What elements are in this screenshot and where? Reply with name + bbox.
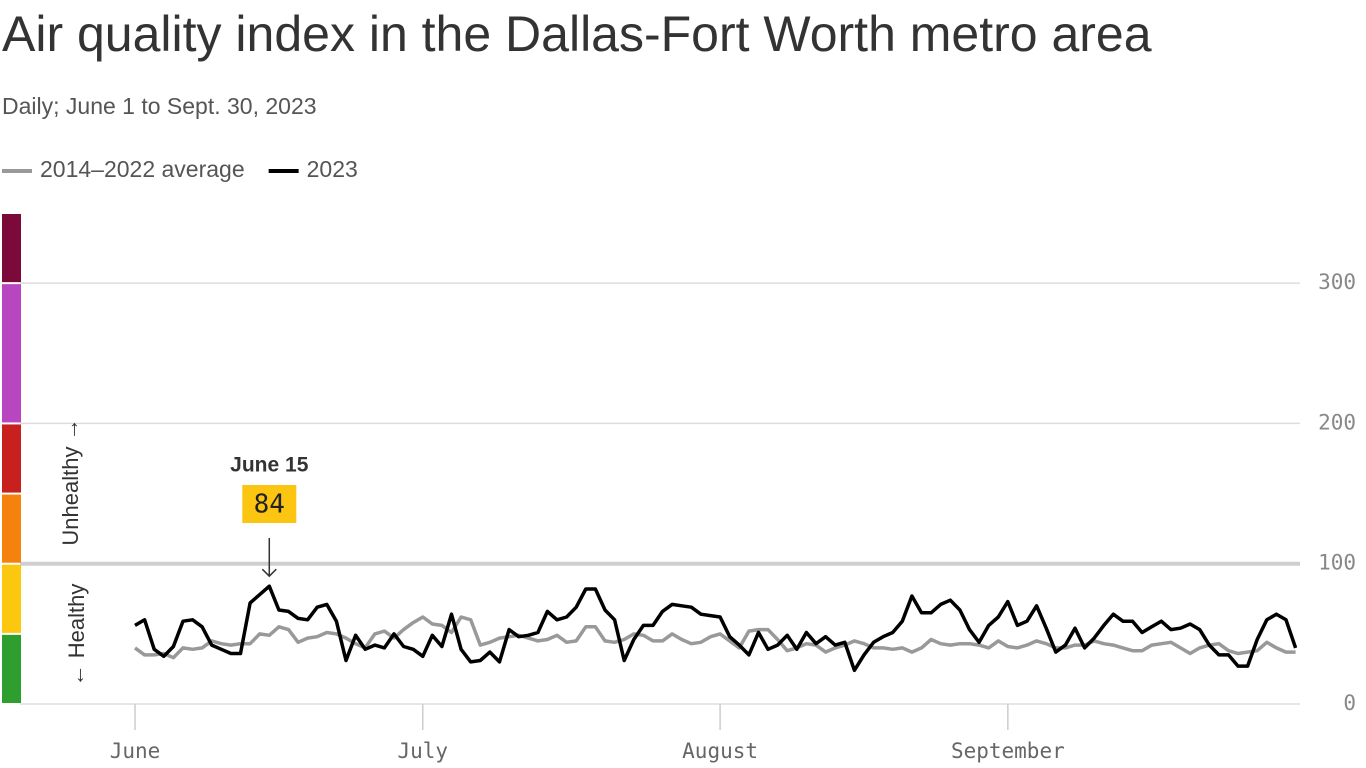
y-tick-label: 300: [1318, 270, 1356, 294]
series-line: [133, 615, 1296, 660]
aqi-band: [2, 214, 21, 283]
annotation-date: June 15: [230, 454, 309, 477]
aqi-band: [2, 634, 21, 703]
y-tick-label: 100: [1318, 551, 1356, 575]
y-tick-label: 200: [1318, 410, 1356, 434]
healthy-label: ← Healthy: [64, 584, 89, 687]
lines: [133, 584, 1298, 673]
aqi-bands: [2, 214, 21, 703]
x-tick-label: August: [682, 739, 758, 763]
legend-label: 2014–2022 average: [40, 156, 245, 182]
legend: 2014–2022 average 2023: [2, 156, 358, 182]
aqi-band: [2, 494, 21, 563]
aqi-band: [2, 424, 21, 493]
series-line: [134, 584, 1298, 673]
x-tick-label: September: [951, 739, 1065, 763]
annotation: June 15 84: [230, 454, 309, 578]
grid: 0 100 200 300 June July August September: [20, 270, 1356, 763]
y-tick-label: 0: [1343, 691, 1356, 715]
annotation-box: [242, 485, 297, 523]
annotation-value: 84: [254, 490, 285, 520]
legend-label: 2023: [307, 156, 358, 182]
annotation-arrow: [261, 538, 277, 578]
chart-title: Air quality index in the Dallas-Fort Wor…: [2, 6, 1152, 62]
unhealthy-label: Unhealthy →: [58, 418, 83, 545]
chart-subtitle: Daily; June 1 to Sept. 30, 2023: [2, 93, 317, 119]
aqi-band: [2, 284, 21, 423]
x-tick-label: July: [397, 739, 448, 763]
x-tick-label: June: [110, 739, 161, 763]
aqi-band: [2, 564, 21, 633]
